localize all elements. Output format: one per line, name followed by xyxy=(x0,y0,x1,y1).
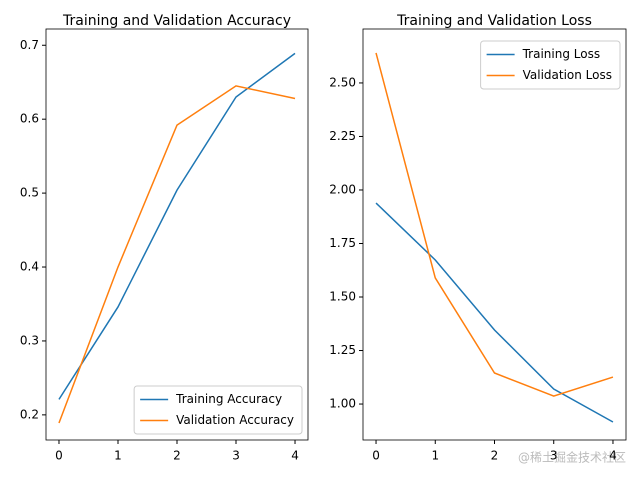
line xyxy=(58,52,296,400)
x-tick-label: 3 xyxy=(550,449,558,463)
legend: Training Loss Validation Loss xyxy=(480,40,621,90)
x-tick-label: 1 xyxy=(114,449,122,463)
legend-box xyxy=(480,40,621,90)
y-tick-label: 2.25 xyxy=(329,129,356,143)
y-tick-label: 2.00 xyxy=(329,182,356,196)
y-tick-label: 0.7 xyxy=(20,38,39,52)
y-tick-label: 1.25 xyxy=(329,343,356,357)
x-tick-label: 4 xyxy=(609,449,617,463)
axes-frame xyxy=(362,28,627,441)
legend: Training Accuracy Validation Accuracy xyxy=(133,385,303,435)
x-tick-label: 2 xyxy=(173,449,181,463)
y-tick-label: 0.5 xyxy=(20,186,39,200)
line xyxy=(58,85,296,424)
chart-title: Training and Validation Accuracy xyxy=(62,13,291,29)
watermark: @稀土掘金技术社区 xyxy=(518,450,626,465)
axes-frame xyxy=(45,28,309,441)
y-tick-label: 0.6 xyxy=(20,112,39,126)
line xyxy=(375,202,614,423)
legend-label: Validation Loss xyxy=(523,68,612,82)
y-tick-label: 1.50 xyxy=(329,290,356,304)
x-tick-label: 0 xyxy=(55,449,63,463)
y-tick-label: 1.00 xyxy=(329,397,356,411)
y-tick-label: 0.4 xyxy=(20,260,39,274)
x-tick-label: 3 xyxy=(232,449,240,463)
y-tick-label: 1.75 xyxy=(329,236,356,250)
x-tick-label: 4 xyxy=(291,449,299,463)
y-tick-label: 2.50 xyxy=(329,75,356,89)
x-tick-label: 1 xyxy=(431,449,439,463)
legend-box xyxy=(133,385,303,435)
legend-label: Training Accuracy xyxy=(175,392,282,406)
legend-label: Validation Accuracy xyxy=(176,413,294,427)
line xyxy=(375,52,614,397)
y-tick-label: 0.3 xyxy=(20,333,39,347)
x-tick-label: 2 xyxy=(491,449,499,463)
y-tick-label: 0.2 xyxy=(20,407,39,421)
x-tick-label: 0 xyxy=(372,449,380,463)
chart-title: Training and Validation Loss xyxy=(396,13,592,29)
legend-label: Training Loss xyxy=(522,47,600,61)
